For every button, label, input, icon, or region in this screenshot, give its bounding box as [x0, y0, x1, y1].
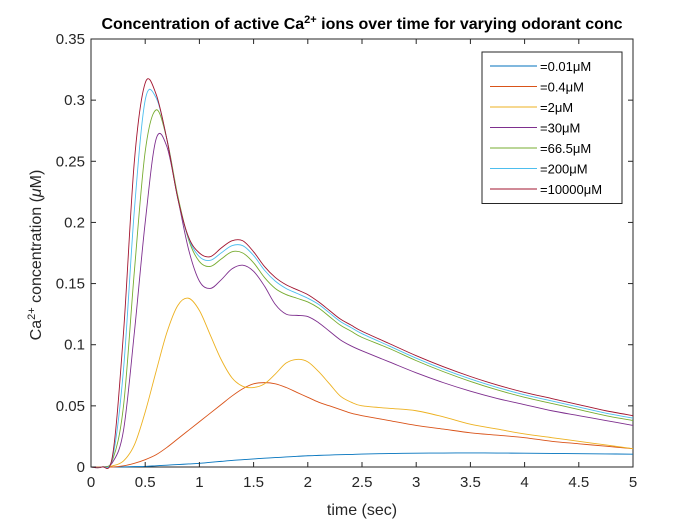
series-line-2 [90, 297, 634, 468]
x-axis: 0 0.5 1 1.5 2 2.5 3 3.5 4 4.5 5 [87, 39, 637, 491]
x-tick-label: 2.5 [352, 474, 373, 491]
series-line-3 [90, 133, 634, 468]
legend-entry: =30μM [540, 121, 580, 136]
x-tick-label: 0 [87, 474, 95, 491]
y-tick-label: 0.35 [56, 31, 85, 48]
y-tick-label: 0.25 [56, 153, 85, 170]
y-tick-label: 0.15 [56, 276, 85, 293]
y-tick-label: 0 [77, 459, 85, 476]
series-line-5 [90, 88, 634, 469]
x-axis-label: time (sec) [327, 502, 397, 519]
series-layer [90, 78, 634, 469]
legend-entry: =0.4μM [540, 80, 584, 95]
y-tick-label: 0.2 [64, 214, 85, 231]
x-tick-label: 3 [412, 474, 420, 491]
legend-entry: =2μM [540, 100, 573, 115]
x-tick-label: 1 [195, 474, 203, 491]
legend-entry: =66.5μM [540, 141, 591, 156]
x-tick-label: 0.5 [135, 474, 156, 491]
legend-entry: =200μM [540, 162, 588, 177]
x-tick-label: 5 [629, 474, 637, 491]
legend-entry: =0.01μM [540, 59, 591, 74]
y-tick-label: 0.3 [64, 92, 85, 109]
y-tick-label: 0.05 [56, 398, 85, 415]
x-tick-label: 4 [520, 474, 528, 491]
legend: =0.01μM =0.4μM =2μM =30μM =66.5μM =200μM =1000… [481, 51, 623, 204]
y-tick-label: 0.1 [64, 337, 85, 354]
series-line-0 [90, 452, 634, 468]
series-line-6 [90, 78, 634, 469]
series-line-1 [90, 382, 634, 468]
legend-entry: =10000μM [540, 182, 602, 197]
y-axis-label: Ca2+ concentration (μM) [26, 170, 45, 341]
x-tick-label: 3.5 [460, 474, 481, 491]
series-line-4 [90, 109, 634, 468]
y-axis: 0 0.05 0.1 0.15 0.2 0.25 0.3 0.35 [56, 31, 633, 476]
x-tick-label: 2 [304, 474, 312, 491]
x-tick-label: 4.5 [568, 474, 589, 491]
chart-title: Concentration of active Ca2+ ions over t… [101, 14, 622, 33]
x-tick-label: 1.5 [243, 474, 264, 491]
